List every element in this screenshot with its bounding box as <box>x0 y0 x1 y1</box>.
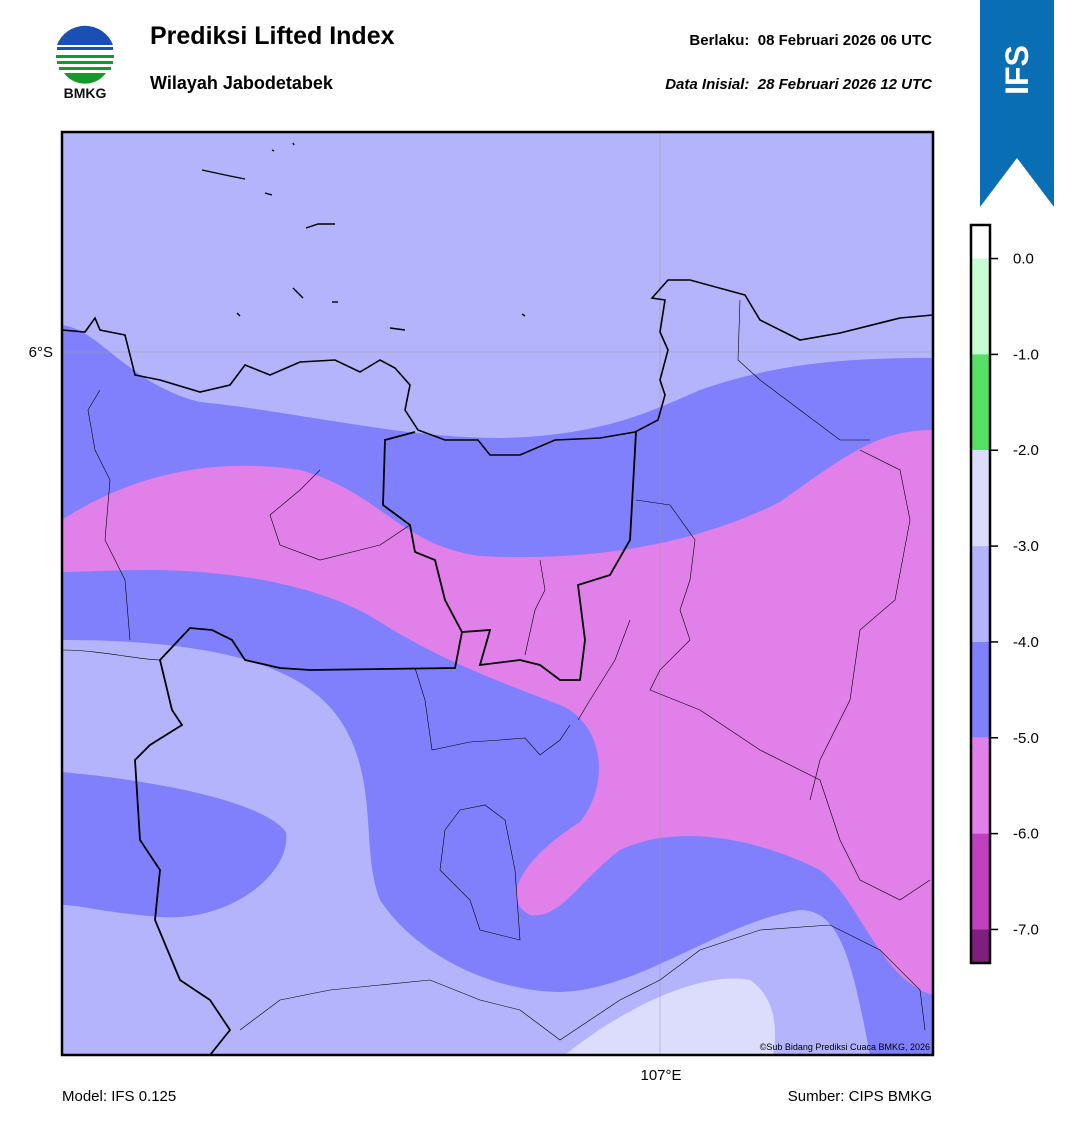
subtitle: Wilayah Jabodetabek <box>150 73 334 93</box>
colorbar-bin <box>971 833 990 930</box>
title: Prediksi Lifted Index <box>150 22 395 50</box>
colorbar-tick-label: -1.0 <box>1013 346 1039 363</box>
field-region <box>62 772 287 918</box>
colorbar-tick-label: -6.0 <box>1013 826 1039 843</box>
logo-text: BMKG <box>64 85 107 101</box>
map-frame <box>60 130 935 1057</box>
colorbar-tick-label: -3.0 <box>1013 538 1039 555</box>
init-time: Data Inisial: 28 Februari 2026 12 UTC <box>665 76 933 93</box>
valid-time: Berlaku: 08 Februari 2026 06 UTC <box>689 32 932 49</box>
province-border <box>134 627 463 1055</box>
islands <box>201 142 526 331</box>
colorbar-tick-label: -4.0 <box>1013 634 1039 651</box>
colorbar-tick-label: -2.0 <box>1013 442 1039 459</box>
colorbar-tick-label: -5.0 <box>1013 730 1039 747</box>
regency-borders <box>62 299 931 1041</box>
colorbar-bin <box>971 929 990 963</box>
map: ©Sub Bidang Prediksi Cuaca BMKG, 2026 <box>62 132 933 1055</box>
colorbar-bin <box>971 641 990 738</box>
colorbar-bin <box>971 737 990 834</box>
model-badge: IFS <box>980 0 1054 207</box>
logo: BMKG <box>55 25 115 101</box>
colorbar-bin <box>971 450 990 547</box>
badge-text: IFS <box>999 45 1035 95</box>
colorbar-tick-label: -7.0 <box>1013 921 1039 938</box>
coastline <box>62 279 933 456</box>
field-region <box>920 1000 933 1055</box>
colorbar-bin <box>971 546 990 642</box>
field-region <box>62 640 870 1055</box>
colorbar-bin <box>971 258 990 355</box>
colorbar-frame <box>969 223 992 965</box>
model-label: Model: IFS 0.125 <box>62 1088 176 1105</box>
credit: ©Sub Bidang Prediksi Cuaca BMKG, 2026 <box>760 1042 930 1052</box>
colorbar-tick-label: 0.0 <box>1013 251 1034 268</box>
colorbar-bin <box>971 225 990 259</box>
colorbar: 0.0 -1.0 -2.0 -3.0 -4.0 -5.0 -6.0 -7.0 <box>969 223 1039 965</box>
lat-label: 6°S <box>29 344 53 361</box>
colorbar-bin <box>971 354 990 451</box>
field-region <box>62 430 933 995</box>
lon-label: 107°E <box>640 1067 681 1084</box>
field-region <box>565 978 776 1055</box>
source-label: Sumber: CIPS BMKG <box>788 1088 932 1105</box>
